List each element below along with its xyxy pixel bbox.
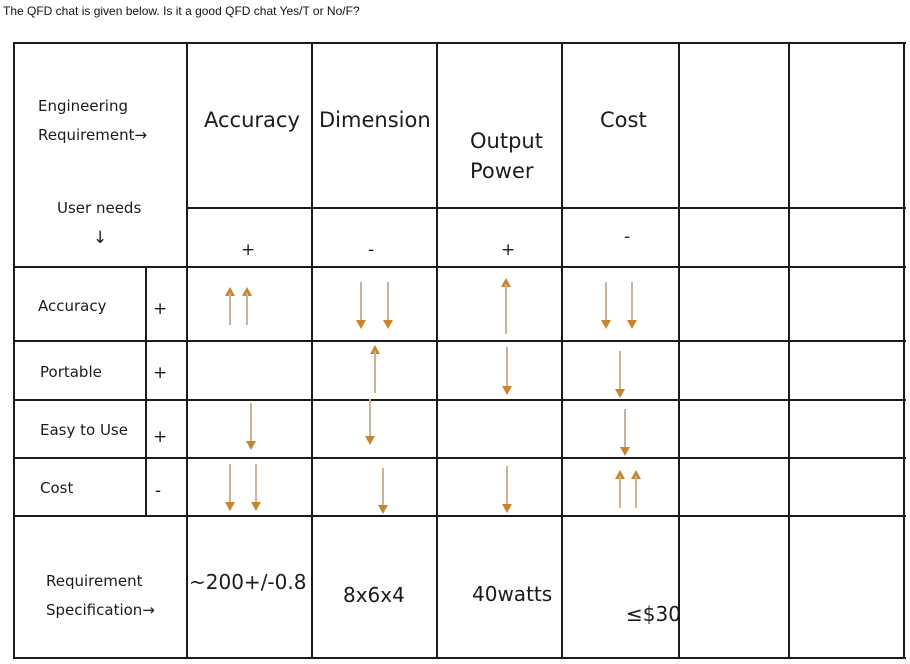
down-arrow-icon xyxy=(627,282,637,329)
up-arrow-icon xyxy=(225,287,235,325)
importance-portable: + xyxy=(153,363,168,383)
header-output-power: Power xyxy=(470,159,534,183)
up-arrow-icon xyxy=(370,345,380,393)
grid-line xyxy=(13,42,15,659)
user-need-accuracy: Accuracy xyxy=(38,297,107,315)
down-arrow-icon xyxy=(601,282,611,329)
grid-line xyxy=(311,42,313,659)
up-arrow-icon xyxy=(615,470,625,508)
header-output-power: Output xyxy=(470,129,543,153)
down-arrow-icon: ↓ xyxy=(93,228,108,248)
user-need-cost: Cost xyxy=(40,479,74,497)
up-arrow-icon xyxy=(242,287,252,325)
grid-line xyxy=(678,42,680,659)
header-accuracy: Accuracy xyxy=(204,108,300,132)
direction-accuracy: + xyxy=(241,240,256,260)
grid-line xyxy=(13,515,906,517)
direction-output-power: + xyxy=(501,240,516,260)
engineering-requirement-label: Engineering xyxy=(38,97,128,115)
grid-line xyxy=(13,657,906,659)
down-arrow-icon xyxy=(502,466,512,513)
down-arrow-icon xyxy=(251,464,261,511)
user-need-portable: Portable xyxy=(40,363,102,381)
question-text: The QFD chat is given below. Is it a goo… xyxy=(3,4,360,18)
grid-line xyxy=(436,42,438,659)
spec-accuracy: ~200+/-0.8 xyxy=(189,570,307,594)
grid-line xyxy=(561,42,563,659)
grid-line xyxy=(13,399,906,401)
down-arrow-icon xyxy=(246,403,256,450)
down-arrow-icon xyxy=(356,282,366,329)
grid-line xyxy=(13,42,906,44)
down-arrow-icon xyxy=(615,351,625,398)
spec-output-power: 40watts xyxy=(472,582,553,606)
grid-line xyxy=(13,266,906,268)
user-needs-label: User needs xyxy=(57,199,142,217)
grid-line xyxy=(788,42,790,659)
importance-easy-to-use: + xyxy=(153,427,168,447)
importance-accuracy: + xyxy=(153,299,168,319)
down-arrow-icon xyxy=(225,464,235,511)
spec-dimension: 8x6x4 xyxy=(343,583,405,607)
grid-line xyxy=(145,266,147,517)
up-arrow-icon xyxy=(631,470,641,508)
grid-line xyxy=(903,42,905,659)
importance-cost: - xyxy=(155,481,162,501)
grid-line xyxy=(13,457,906,459)
up-arrow-icon xyxy=(501,278,511,334)
requirement-specification-label: Requirement xyxy=(46,572,143,590)
grid-line xyxy=(186,42,188,659)
header-cost: Cost xyxy=(600,108,647,132)
direction-cost: - xyxy=(624,227,631,247)
down-arrow-icon xyxy=(502,347,512,395)
down-arrow-icon xyxy=(383,282,393,329)
down-arrow-icon xyxy=(378,468,388,514)
header-dimension: Dimension xyxy=(319,108,431,132)
down-arrow-icon xyxy=(365,399,375,445)
direction-dimension: - xyxy=(368,240,375,260)
down-arrow-icon xyxy=(620,409,630,456)
engineering-requirement-label: Requirement→ xyxy=(38,126,148,144)
requirement-specification-label: Specification→ xyxy=(46,601,155,619)
user-need-easy-to-use: Easy to Use xyxy=(40,421,128,439)
grid-line xyxy=(13,340,906,342)
spec-cost: ≤$30 xyxy=(626,602,681,626)
grid-line xyxy=(186,207,906,209)
